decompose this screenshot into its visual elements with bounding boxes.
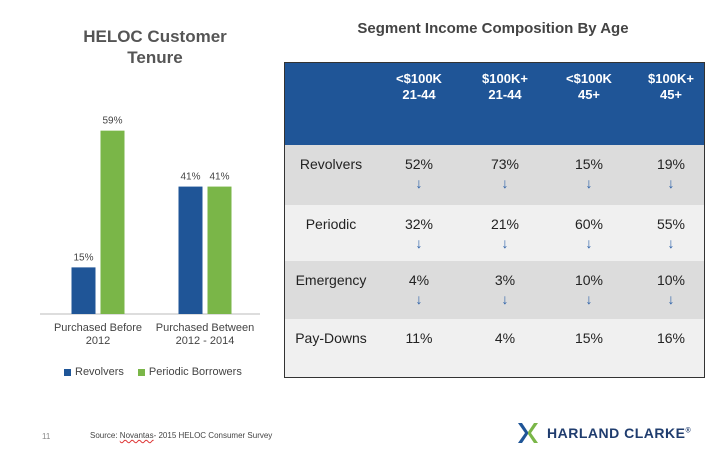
down-arrow-icon: ↓ [667,235,675,251]
table-cell: 10% [656,272,686,288]
bar-value-label: 59% [102,116,122,127]
legend-swatch-revolvers [64,368,71,376]
down-arrow-icon: ↓ [501,291,509,307]
column-header-line2: 21-44 [402,87,436,102]
column-header-line1: $100K+ [482,71,528,86]
column-header-line1: $100K+ [648,71,694,86]
source-prefix: Source: [90,431,120,440]
table-cell: 16% [656,330,686,346]
column-header-2: <$100K 45+ [547,71,631,103]
column-header-line1: <$100K [396,71,442,86]
source-name: Novantas [119,431,154,440]
column-header-line2: 21-44 [488,87,522,102]
harland-clarke-logo-icon [518,423,538,443]
brand-logo: HARLAND CLARKE® [515,421,691,445]
table-title: Segment Income Composition By Age [357,20,629,37]
source-suffix: - 2015 HELOC Consumer Survey [153,431,273,440]
down-arrow-icon: ↓ [501,235,509,251]
table-cell: 73% [490,156,520,172]
down-arrow-icon: ↓ [667,291,675,307]
table-cell: 19% [656,156,686,172]
down-arrow-icon: ↓ [667,175,675,191]
bar-periodic-borrowers-1 [207,186,232,314]
row-label: Periodic [305,216,357,232]
column-header-line2: 45+ [577,87,601,102]
down-arrow-icon: ↓ [585,235,593,251]
segment-income-table: <$100K 21-44 $100K+ 21-44 <$100K 45+ $100K+ 45+… [284,62,705,378]
table-cell: 11% [405,330,433,346]
table-cell: 60% [574,216,604,232]
legend-label-revolvers: Revolvers [75,366,124,378]
chart-title-line1: HELOC Customer [83,27,227,46]
chart-title-line2: Tenure [127,48,183,67]
down-arrow-icon: ↓ [501,175,509,191]
brand-name-text: HARLAND CLARKE [547,425,686,441]
down-arrow-icon: ↓ [585,175,593,191]
bar-value-label: 41% [209,172,229,183]
bar-revolvers-1 [178,186,203,314]
table-cell: 15% [574,156,604,172]
legend-item-periodic: Periodic Borrowers [137,366,242,378]
bar-value-label: 41% [180,172,200,183]
bar-periodic-borrowers-0 [100,130,125,314]
table-cell: 21% [490,216,520,232]
bar-revolvers-0 [71,267,96,314]
category-label: 2012 - 2014 [176,335,235,347]
table-cell: 55% [656,216,686,232]
column-header-1: $100K+ 21-44 [463,71,547,103]
chart-legend: Revolvers Periodic Borrowers [64,366,242,378]
column-header-line2: 45+ [659,87,683,102]
chart-title: HELOC Customer Tenure [60,26,250,68]
table-cell: 32% [404,216,434,232]
table-row: Periodic 32% ↓ 21% ↓ 60% ↓ 55% ↓ [285,205,704,261]
bar-value-label: 15% [73,252,93,263]
column-header-0: <$100K 21-44 [377,71,461,103]
legend-swatch-periodic [137,368,145,376]
source-note: Source: Novantas- 2015 HELOC Consumer Su… [90,431,272,440]
down-arrow-icon: ↓ [585,291,593,307]
table-cell: 15% [574,330,604,346]
row-label: Pay-Downs [295,330,367,346]
table-row: Pay-Downs 11% 4% 15% 16% [285,319,704,377]
legend-item-revolvers: Revolvers [64,366,124,378]
table-cell: 10% [574,272,604,288]
table-cell: 52% [404,156,434,172]
category-label: 2012 [86,335,110,347]
row-label: Revolvers [299,156,363,172]
brand-mark: ® [685,427,692,435]
table-cell: 3% [494,272,516,288]
page-number: 11 [42,432,51,441]
category-label: Purchased Between [156,322,254,334]
column-header-3: $100K+ 45+ [629,71,713,103]
category-label: Purchased Before [54,322,142,334]
table-cell: 4% [494,330,516,346]
down-arrow-icon: ↓ [415,175,423,191]
brand-name: HARLAND CLARKE® [547,425,691,441]
row-label: Emergency [295,272,367,288]
down-arrow-icon: ↓ [415,291,423,307]
legend-label-periodic: Periodic Borrowers [148,366,242,378]
table-cell: 4% [408,272,430,288]
down-arrow-icon: ↓ [415,235,423,251]
column-header-line1: <$100K [566,71,612,86]
table-row: Emergency 4% ↓ 3% ↓ 10% ↓ 10% ↓ [285,261,704,319]
table-row: Revolvers 52% ↓ 73% ↓ 15% ↓ 19% ↓ [285,145,704,205]
tenure-bar-chart: 15% 59% Purchased Before 2012 41% 41% Purchase… [30,90,265,365]
table-header: <$100K 21-44 $100K+ 21-44 <$100K 45+ $100K+ 45+ [285,63,704,145]
